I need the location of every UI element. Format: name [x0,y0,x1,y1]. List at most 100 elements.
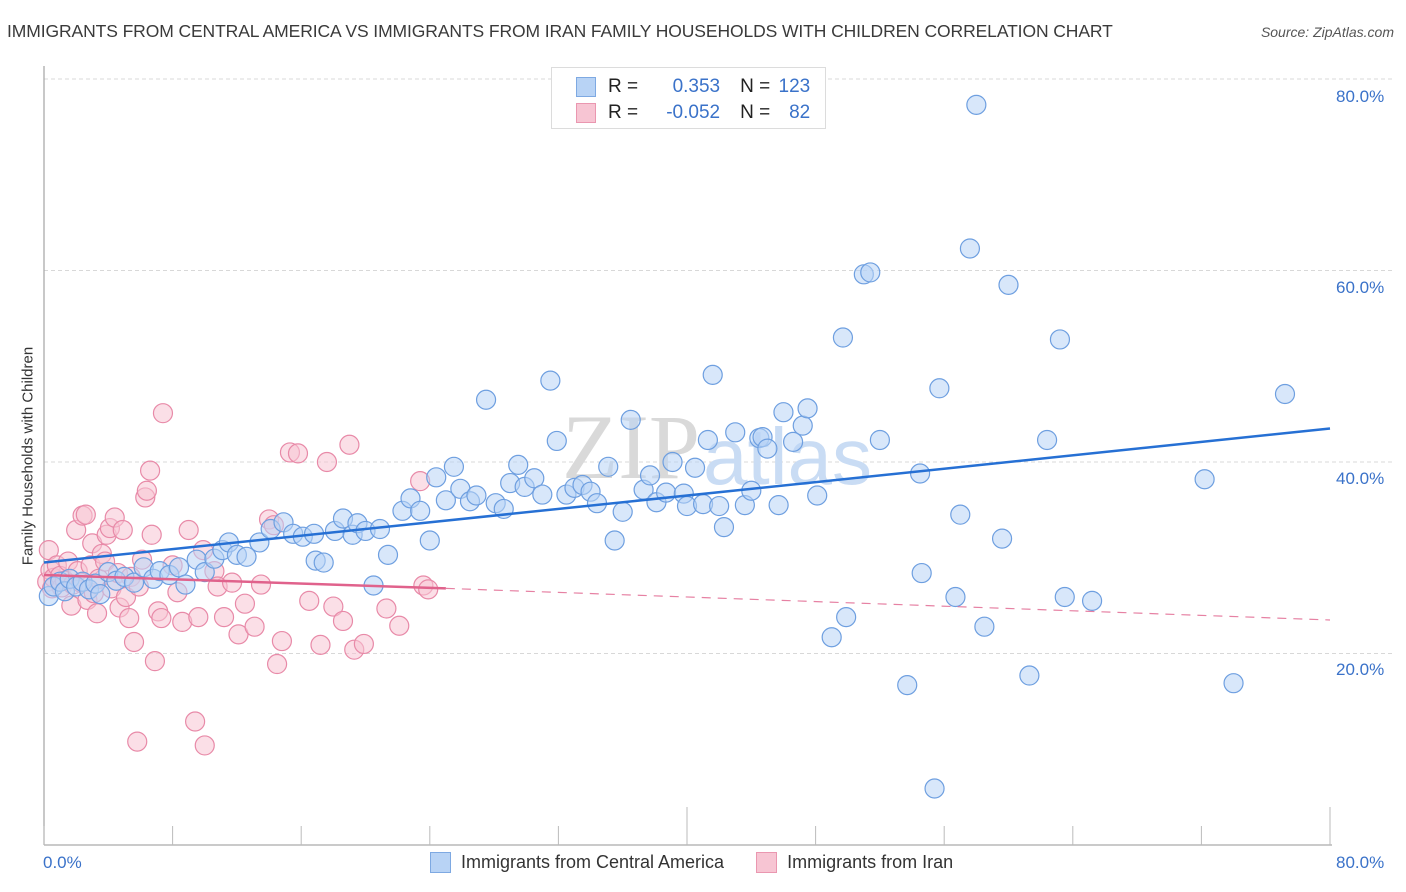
n-value: 123 [778,76,811,97]
data-point [213,607,235,628]
data-point [832,327,854,348]
data-point [144,651,166,672]
data-point [332,610,354,632]
data-point [185,711,206,732]
trend-line-iran-extension [445,587,1331,621]
data-point [1081,590,1103,611]
data-point [175,574,196,595]
data-point [389,615,410,636]
data-point [836,607,857,628]
data-point [141,524,162,545]
r-label: R = [608,76,639,97]
legend-label: Immigrants from Iran [787,852,954,872]
data-point [90,584,111,605]
legend-row-iran: R = -0.052 N = 82 [576,101,810,125]
data-point [860,262,881,283]
data-point [194,735,215,756]
data-point [532,484,553,505]
legend-row-central-america: R = 0.353 N = 123 [576,75,810,99]
data-point [546,430,567,452]
source-label: Source: ZipAtlas.com [1260,24,1394,40]
legend-swatch-pink [756,852,778,873]
data-point [1274,383,1296,405]
data-point [188,607,209,628]
data-point [418,579,439,600]
data-point [757,438,778,459]
data-point [75,504,96,525]
data-point [620,409,641,430]
data-point [1054,586,1075,608]
data-point [271,630,293,652]
data-point [713,517,735,538]
data-point [168,557,190,578]
n-value: 82 [789,102,811,123]
data-point [178,519,199,541]
data-point [782,431,804,452]
data-point [316,451,338,473]
legend-swatch-pink [576,103,596,123]
data-point [323,596,344,617]
chart-title: IMMIGRANTS FROM CENTRAL AMERICA VS IMMIG… [7,21,1113,41]
y-tick-label-60: 60.0% [1336,278,1385,297]
data-point [234,593,256,614]
data-point [702,364,723,385]
data-point [725,422,746,443]
data-point [1036,429,1058,451]
data-point [127,731,148,752]
data-point [151,607,172,629]
data-point [266,653,288,675]
data-point [123,631,145,653]
x-tick-label-max: 80.0% [1336,853,1385,872]
data-point [299,590,320,611]
r-value: 0.353 [672,76,721,97]
data-point [697,429,718,451]
data-point [139,460,161,481]
data-point [821,627,842,648]
data-point [435,490,456,511]
data-point [540,370,561,391]
legend-swatch-blue [576,77,596,97]
data-point [773,402,794,423]
n-label: N = [740,102,771,123]
series-legend: Immigrants from Central America Immigran… [430,852,985,873]
data-point [998,274,1019,295]
data-point [524,468,545,489]
data-point [475,389,497,410]
gridlines [44,78,1392,654]
data-point [313,552,334,573]
data-point [377,544,399,565]
data-point [909,463,931,484]
data-point [310,634,331,655]
data-point [612,501,633,522]
data-point [792,415,813,436]
data-point [929,378,950,399]
legend-swatch-blue [430,852,451,873]
data-point [339,434,360,455]
legend-item-iran[interactable]: Immigrants from Iran [756,852,953,873]
data-point [966,94,987,115]
x-tick-label-min: 0.0% [43,853,82,872]
data-point [768,494,789,516]
y-tick-label-20: 20.0% [1336,660,1385,679]
data-point [250,574,272,595]
data-point [136,480,157,501]
watermark: ZIP atlas [562,396,872,501]
data-point [419,530,440,551]
data-point [236,546,257,567]
stats-legend: R = 0.353 N = 123 R = -0.052 N = 82 [551,67,826,129]
data-point [152,403,174,424]
y-tick-label-80: 80.0% [1336,87,1385,106]
legend-label: Immigrants from Central America [461,852,725,872]
legend-item-central-america[interactable]: Immigrants from Central America [430,852,724,873]
data-point [924,778,945,799]
data-point [353,633,374,655]
data-point [662,451,683,473]
data-point [797,398,818,419]
data-point [598,456,619,477]
y-tick-label-40: 40.0% [1336,469,1385,488]
data-point [897,674,918,696]
data-point [376,598,397,619]
data-point [1194,469,1215,490]
data-point [1019,665,1040,686]
